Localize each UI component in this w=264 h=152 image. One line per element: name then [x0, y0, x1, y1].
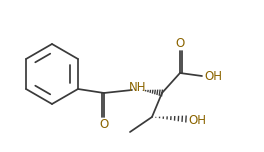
Text: OH: OH [204, 69, 222, 83]
Text: OH: OH [188, 114, 206, 126]
Text: NH: NH [129, 81, 147, 93]
Text: O: O [175, 36, 185, 50]
Text: O: O [99, 119, 109, 131]
